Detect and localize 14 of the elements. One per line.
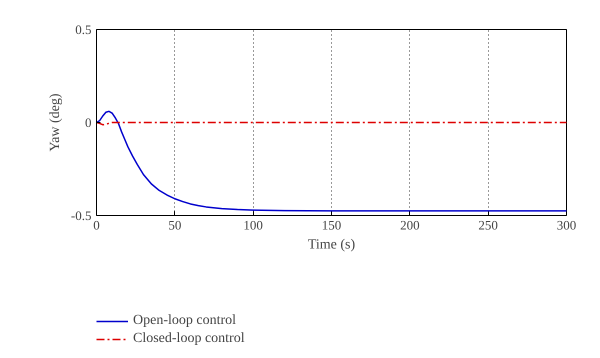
- line-series: [96, 110, 566, 212]
- x-tick-label: 250: [478, 218, 498, 232]
- legend-label: Closed-loop control: [133, 331, 245, 347]
- x-tick-label: 50: [168, 218, 182, 232]
- y-tick-label: -0.5: [70, 208, 92, 223]
- x-tick-label: 300: [556, 218, 576, 232]
- x-tick-label: 200: [400, 218, 420, 232]
- x-axis-title: Time (s): [308, 238, 356, 252]
- legend-label: Open-loop control: [133, 313, 236, 329]
- x-tick-label: 150: [322, 218, 342, 232]
- y-tick-label: 0: [85, 115, 92, 130]
- y-tick-label: 0.5: [75, 22, 92, 37]
- x-tick-label: 100: [243, 218, 263, 232]
- y-axis-title: Yaw (deg): [48, 93, 63, 152]
